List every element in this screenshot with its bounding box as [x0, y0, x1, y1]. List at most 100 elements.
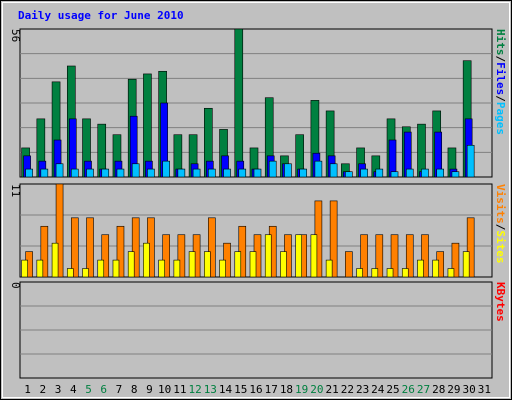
bar — [40, 168, 49, 178]
x-tick-label: 6 — [100, 383, 107, 396]
bar — [51, 242, 59, 278]
bar — [295, 234, 302, 278]
bar — [451, 242, 460, 278]
x-tick-label: 8 — [131, 383, 138, 396]
bar — [421, 168, 429, 178]
legend: Visits/Sites — [494, 184, 507, 264]
bar — [360, 234, 368, 278]
bar — [208, 168, 216, 178]
bar — [204, 251, 211, 278]
x-tick-label: 31 — [478, 383, 491, 396]
bar — [127, 251, 135, 278]
bar — [70, 217, 79, 278]
x-tick-label: 13 — [204, 383, 217, 396]
legend: KBytes — [494, 282, 507, 322]
x-tick-label: 3 — [55, 383, 62, 396]
bar — [234, 251, 242, 278]
bar — [356, 268, 363, 278]
bar — [162, 234, 170, 278]
bar — [55, 163, 64, 178]
x-tick-label: 23 — [356, 383, 369, 396]
bar — [82, 268, 89, 278]
x-tick-label: 4 — [70, 383, 77, 396]
bar — [466, 144, 475, 178]
x-tick-label: 1 — [24, 383, 31, 396]
x-tick-label: 27 — [417, 383, 430, 396]
bar — [329, 200, 338, 278]
bar — [284, 163, 292, 178]
bar — [36, 259, 44, 278]
y-tick-label: 56 — [9, 29, 22, 42]
bar — [131, 163, 140, 178]
bar — [131, 217, 140, 278]
x-tick-label: 20 — [310, 383, 323, 396]
x-tick-label: 16 — [249, 383, 262, 396]
bar — [70, 168, 79, 178]
bar — [223, 168, 231, 178]
bar — [405, 168, 414, 178]
x-tick-label: 25 — [386, 383, 399, 396]
legend-entry: Pages — [494, 102, 507, 135]
bar — [417, 259, 424, 278]
bar — [238, 168, 247, 178]
bar — [55, 183, 64, 278]
x-tick-label: 29 — [447, 383, 460, 396]
bar — [234, 28, 244, 178]
bar — [101, 168, 110, 178]
bar — [462, 251, 470, 278]
bar — [158, 259, 165, 278]
x-tick-label: 14 — [219, 383, 233, 396]
bar — [177, 234, 186, 278]
bar — [253, 168, 262, 178]
x-tick-label: 19 — [295, 383, 308, 396]
bar — [112, 259, 120, 278]
bar — [360, 168, 368, 178]
legend-entry: KBytes — [494, 282, 507, 322]
bar — [299, 168, 307, 178]
bar — [177, 168, 186, 178]
bar — [401, 268, 409, 278]
legend-separator: / — [494, 56, 507, 63]
bar — [162, 160, 170, 178]
bar — [208, 217, 216, 278]
x-tick-label: 12 — [188, 383, 201, 396]
bar — [405, 234, 414, 278]
bar — [447, 268, 455, 278]
x-tick-label: 22 — [341, 383, 354, 396]
bar — [390, 234, 399, 278]
bar — [375, 168, 384, 178]
x-tick-label: 15 — [234, 383, 247, 396]
bar — [466, 217, 475, 278]
bar — [116, 168, 125, 178]
x-tick-label: 2 — [40, 383, 47, 396]
bar — [375, 234, 384, 278]
bar — [345, 171, 353, 178]
bar — [314, 160, 323, 178]
x-tick-label: 10 — [158, 383, 171, 396]
bar — [86, 168, 94, 178]
bar — [451, 171, 460, 178]
legend-entry: Visits — [494, 184, 507, 224]
x-tick-label: 9 — [146, 383, 153, 396]
bar — [421, 234, 429, 278]
bar — [192, 168, 201, 178]
x-tick-label: 26 — [402, 383, 415, 396]
legend-entry: Files — [494, 62, 507, 95]
x-tick-label: 18 — [280, 383, 293, 396]
legend-entry: Sites — [494, 230, 507, 263]
legend-entry: Hits — [494, 29, 507, 56]
x-tick-label: 7 — [116, 383, 123, 396]
bar — [97, 259, 105, 278]
x-tick-label: 17 — [265, 383, 278, 396]
bar — [249, 251, 257, 278]
bar — [66, 268, 74, 278]
bar — [40, 225, 49, 278]
bar — [101, 234, 110, 278]
bar — [436, 168, 445, 178]
bar — [143, 242, 150, 278]
bar — [280, 251, 287, 278]
bar — [390, 171, 399, 178]
bar — [310, 234, 318, 278]
